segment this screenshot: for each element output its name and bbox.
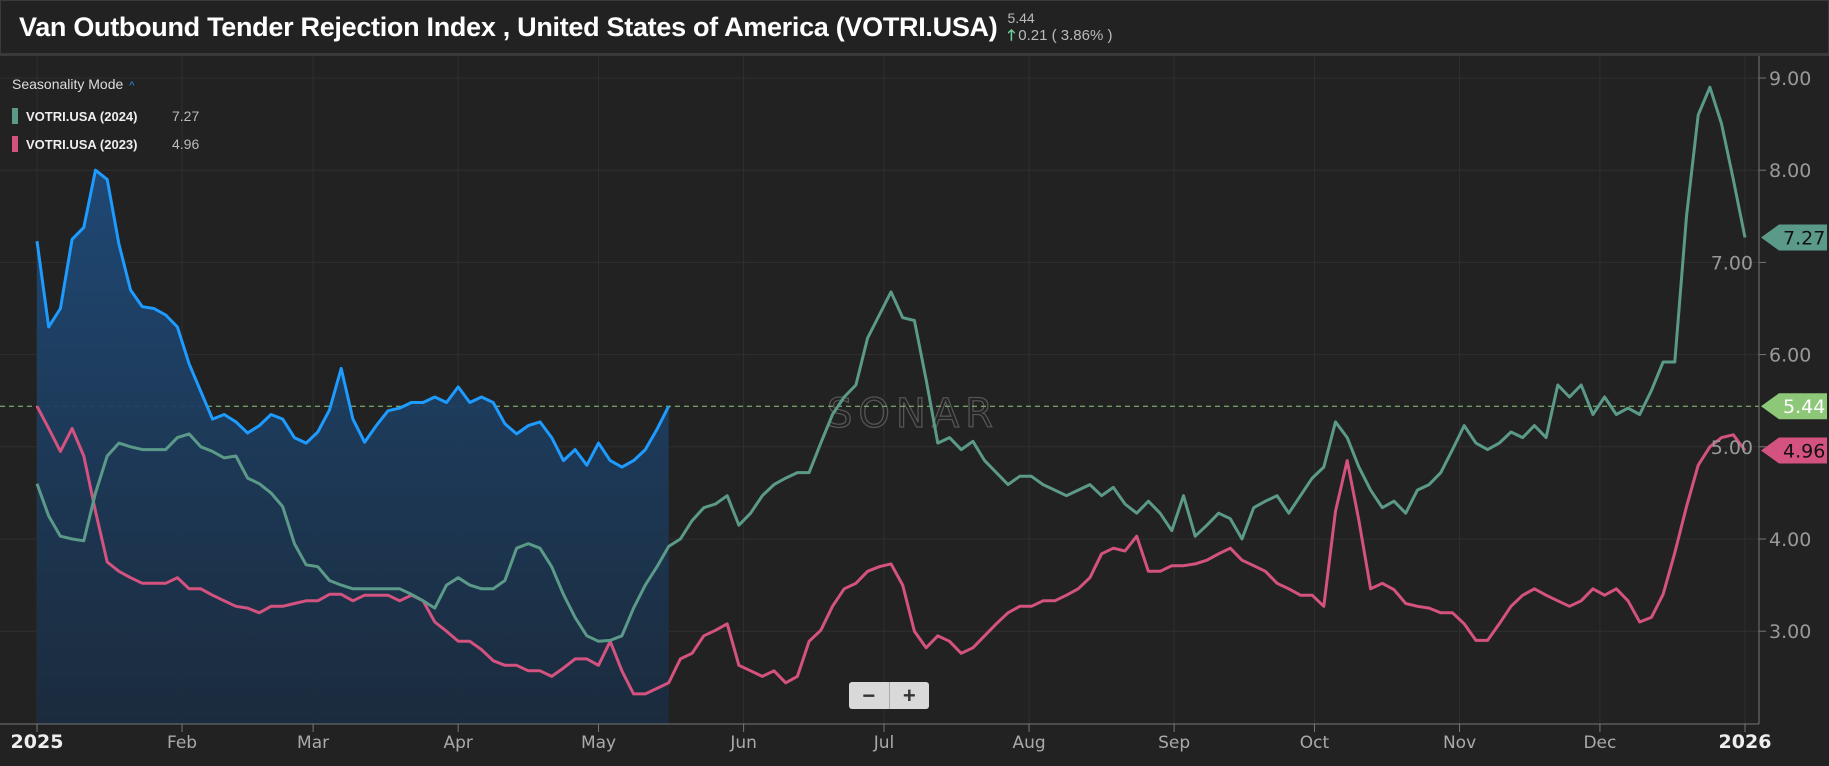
x-tick-label: Oct bbox=[1300, 733, 1330, 753]
x-tick-label: Feb bbox=[167, 733, 197, 753]
series-line-votri-usa-2024- bbox=[35, 85, 1747, 643]
x-tick-label: Dec bbox=[1583, 733, 1616, 753]
legend-swatch bbox=[12, 136, 18, 152]
change-text: 0.21 ( 3.86% ) bbox=[1018, 26, 1113, 44]
value-tag-label: 4.96 bbox=[1783, 440, 1825, 462]
x-tick-label: Mar bbox=[297, 733, 329, 753]
series-line-votri-usa-2025- bbox=[35, 168, 671, 469]
y-tick-label: 3.00 bbox=[1769, 621, 1811, 643]
x-tick-label: Aug bbox=[1012, 733, 1045, 753]
value-tag-label: 5.44 bbox=[1783, 396, 1825, 418]
legend-item-2024[interactable]: VOTRI.USA (2024) 7.27 bbox=[12, 102, 199, 130]
legend-name: VOTRI.USA (2023) bbox=[26, 136, 138, 152]
x-tick-label: 2025 bbox=[11, 731, 64, 753]
y-tick-label: 4.00 bbox=[1769, 529, 1811, 551]
x-tick-label: 2026 bbox=[1719, 731, 1772, 753]
x-tick-label: Jun bbox=[729, 733, 757, 753]
chevron-up-icon: ^ bbox=[129, 80, 135, 92]
zoom-out-button[interactable]: − bbox=[862, 683, 876, 708]
change-value: 🡑 0.21 ( 3.86% ) bbox=[1007, 27, 1112, 45]
legend-value: 4.96 bbox=[172, 136, 200, 152]
value-tag bbox=[1761, 224, 1827, 251]
x-tick-label: May bbox=[581, 733, 616, 753]
y-tick-label: 7.00 bbox=[1711, 252, 1753, 274]
x-tick-label: Jul bbox=[873, 733, 895, 753]
chart-title: Van Outbound Tender Rejection Index , Un… bbox=[19, 11, 998, 42]
legend-item-2023[interactable]: VOTRI.USA (2023) 4.96 bbox=[12, 130, 199, 158]
y-tick-label: 9.00 bbox=[1769, 68, 1811, 90]
seasonality-mode-toggle[interactable]: Seasonality Mode ^ bbox=[12, 76, 199, 92]
legend-swatch bbox=[12, 108, 18, 124]
seasonality-mode-label: Seasonality Mode bbox=[12, 76, 124, 92]
x-tick-label: Apr bbox=[443, 733, 472, 753]
y-tick-label: 6.00 bbox=[1769, 345, 1811, 367]
sonar-watermark: SONAR bbox=[827, 391, 999, 437]
header-stats: 5.44 🡑 0.21 ( 3.86% ) bbox=[1007, 10, 1112, 45]
last-value: 5.44 bbox=[1007, 9, 1035, 26]
legend: Seasonality Mode ^ VOTRI.USA (2024) 7.27 V… bbox=[12, 76, 199, 158]
series-line-votri-usa-2023- bbox=[35, 405, 1747, 696]
x-tick-label: Nov bbox=[1443, 733, 1476, 753]
legend-value: 7.27 bbox=[172, 108, 200, 124]
value-tag bbox=[1761, 393, 1827, 420]
value-tag-label: 7.27 bbox=[1783, 228, 1825, 250]
arrow-up-icon: 🡑 bbox=[1007, 26, 1016, 44]
value-tag bbox=[1761, 437, 1827, 464]
zoom-control: − + bbox=[849, 682, 929, 709]
area-fill-2025 bbox=[37, 170, 669, 724]
y-tick-label: 8.00 bbox=[1769, 160, 1811, 182]
legend-name: VOTRI.USA (2024) bbox=[26, 108, 138, 124]
x-tick-label: Sep bbox=[1158, 733, 1190, 753]
y-tick-label: 5.00 bbox=[1711, 437, 1753, 459]
title-bar: Van Outbound Tender Rejection Index , Un… bbox=[0, 0, 1829, 56]
zoom-in-button[interactable]: + bbox=[888, 682, 930, 709]
